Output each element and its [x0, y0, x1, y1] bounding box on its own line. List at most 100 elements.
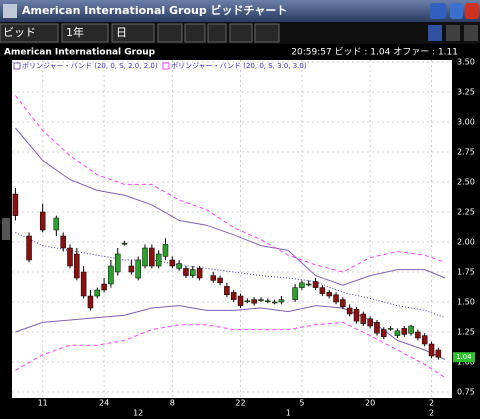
period: 1年 [66, 25, 84, 39]
candle-body [374, 322, 380, 334]
candle-body [94, 289, 101, 297]
candle-body [196, 268, 203, 279]
candle-body [305, 283, 312, 286]
candle-body [26, 235, 32, 261]
tool-icon[interactable] [446, 25, 460, 41]
period-dropdown[interactable] [61, 23, 109, 43]
x-tick-label: 24 [99, 399, 109, 408]
interval-dropdown[interactable] [111, 23, 155, 43]
price-type-dropdown[interactable] [0, 23, 59, 43]
y-tick-label: 3.25 [457, 88, 475, 97]
candle-body [367, 318, 373, 327]
tool-icon[interactable] [428, 25, 442, 41]
legend-swatch [162, 62, 170, 70]
candle-body [340, 299, 346, 308]
candle-body [190, 269, 196, 276]
candle-body [224, 286, 230, 296]
candle-body [128, 265, 135, 273]
legend-swatch [13, 62, 21, 70]
candle-body [237, 295, 244, 306]
candle-body [183, 268, 189, 276]
symbol-name: American International Group [4, 48, 156, 58]
candle-body [101, 283, 107, 291]
band-lower [15, 321, 446, 379]
candle-body [408, 325, 414, 334]
y-tick-label: 3.00 [457, 118, 475, 127]
candle-body [353, 308, 360, 322]
plot-area [12, 60, 452, 398]
x-tick-label: 11 [38, 399, 48, 408]
y-tick-label: 2.00 [457, 238, 475, 247]
price-type: ビッド [3, 26, 36, 39]
last-price-label: 1.04 [456, 353, 472, 361]
candle-body [230, 292, 237, 300]
y-tick-label: 2.75 [457, 148, 475, 157]
candle-body [80, 271, 87, 297]
candle-body [39, 211, 46, 231]
interval: 日 [116, 26, 127, 39]
candle-body [299, 282, 305, 288]
candle-body [60, 235, 66, 249]
candle-body [319, 287, 326, 294]
candle-body [67, 247, 73, 267]
candle-body [135, 259, 141, 279]
candle-body [360, 313, 367, 324]
y-tick-label: 1.25 [457, 328, 475, 337]
candle-body [381, 329, 387, 338]
title-bar [0, 0, 480, 22]
candle-body [271, 301, 278, 304]
x-tick-label: 22 [235, 399, 245, 408]
candle-body [278, 299, 285, 303]
candle-body [326, 292, 332, 297]
chart-type-button[interactable] [254, 23, 280, 43]
candle-body [155, 253, 162, 267]
x-tick-label: 5 [299, 399, 304, 408]
candle-body [415, 331, 421, 339]
candle-body [251, 299, 257, 304]
candle-body [421, 335, 428, 345]
band-upper [15, 127, 446, 286]
y-tick-label: 2.25 [457, 208, 475, 217]
quote: 20:59:57 ビッド : 1.04 オファー : 1.11 [291, 47, 458, 58]
candle-body [265, 300, 271, 303]
candle-body [258, 299, 264, 301]
side-tab[interactable] [2, 218, 10, 240]
month-label: 12 [133, 409, 143, 418]
candle-body [312, 281, 319, 288]
print-button[interactable] [229, 23, 253, 43]
y-tick-label: 1.75 [457, 268, 475, 277]
legend-entry: ボリンジャー・バンド (20, 0, S, 2.0, 2.0) [22, 62, 158, 70]
y-tick-label: 2.50 [457, 178, 475, 187]
candle-body [346, 307, 353, 315]
candle-body [121, 242, 128, 245]
candle-body [169, 259, 176, 267]
minimize-button[interactable] [450, 3, 463, 19]
x-tick-label: 20 [365, 399, 375, 408]
candle-body [210, 275, 216, 281]
candle-body [333, 294, 339, 303]
candle-body [108, 265, 114, 285]
draw-tool-button[interactable] [207, 23, 227, 43]
month-label: 2 [429, 409, 434, 418]
candle-body [74, 253, 80, 279]
candle-body [87, 295, 94, 309]
settings-button[interactable] [430, 3, 446, 19]
draw-line-button[interactable] [157, 23, 183, 43]
candle-body [217, 277, 223, 284]
tool-icon[interactable] [464, 25, 478, 41]
draw-arrow-button[interactable] [184, 23, 206, 43]
band-upper [15, 95, 446, 273]
candle-body [401, 328, 407, 335]
last-price-box [453, 352, 475, 363]
y-tick-label: 0.75 [457, 388, 475, 397]
x-tick-label: 2 [429, 399, 434, 408]
close-button[interactable] [465, 3, 479, 19]
candle-body [53, 217, 60, 231]
y-tick-label: 3.50 [457, 58, 475, 67]
window-title: American International Group ビッドチャート [22, 3, 287, 17]
candle-body [428, 343, 435, 357]
app-icon [3, 4, 17, 18]
y-tick-label: 1.50 [457, 298, 475, 307]
candle-body [12, 193, 19, 216]
